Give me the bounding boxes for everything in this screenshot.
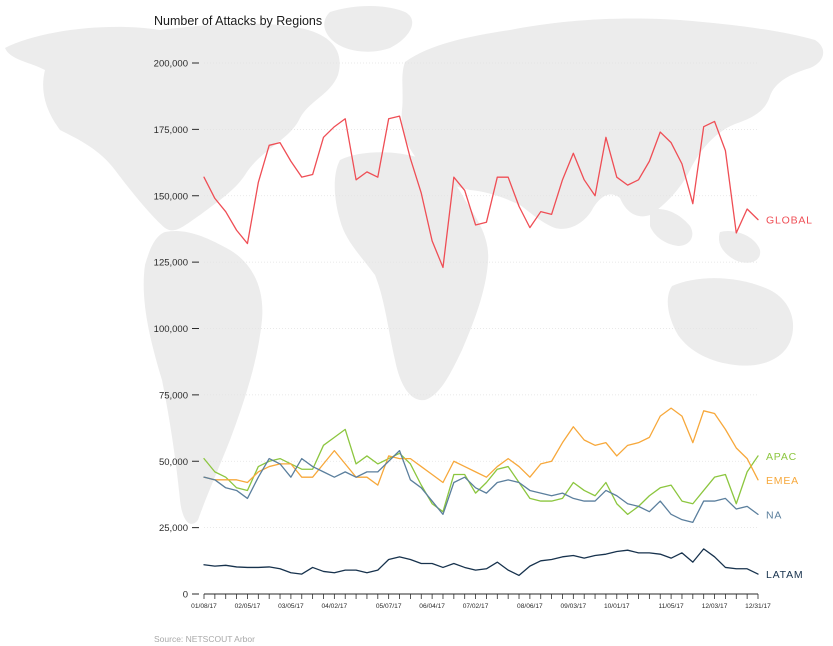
series-line-na bbox=[203, 449, 759, 523]
y-tick-label: 75,000 bbox=[159, 390, 188, 401]
map-landmass bbox=[5, 23, 340, 231]
map-landmass bbox=[324, 6, 413, 52]
map-landmass bbox=[143, 230, 263, 524]
series-label-global: GLOBAL bbox=[766, 215, 813, 227]
y-tick-label: 0 bbox=[183, 590, 188, 601]
series-line-latam bbox=[203, 548, 759, 577]
series-labels: GLOBAL APAC EMEA NA LATAM bbox=[766, 215, 813, 581]
x-tick-label: 09/03/17 bbox=[560, 603, 586, 610]
gridlines bbox=[204, 62, 758, 529]
x-tick-label: 12/03/17 bbox=[702, 603, 728, 610]
map-landmass bbox=[650, 208, 693, 246]
x-tick-label: 12/31/17 bbox=[745, 603, 771, 610]
series-label-latam: LATAM bbox=[766, 569, 803, 581]
series-label-na: NA bbox=[766, 509, 782, 521]
chart-title: Number of Attacks by Regions bbox=[154, 14, 322, 28]
y-tick-label: 150,000 bbox=[154, 191, 188, 202]
world-map-background bbox=[5, 6, 824, 524]
series-line-apac bbox=[203, 428, 759, 515]
x-tick-label: 01/08/17 bbox=[191, 603, 217, 610]
series-line-emea bbox=[203, 407, 759, 486]
series-label-apac: APAC bbox=[766, 451, 797, 463]
map-landmass bbox=[718, 230, 761, 263]
series-lines bbox=[203, 115, 759, 577]
series-line-global bbox=[203, 115, 759, 269]
x-tick-label: 07/02/17 bbox=[463, 603, 489, 610]
y-tick-label: 100,000 bbox=[154, 324, 188, 335]
y-tick-label: 25,000 bbox=[159, 523, 188, 534]
map-landmass bbox=[334, 152, 489, 401]
x-tick-label: 04/02/17 bbox=[322, 603, 348, 610]
map-landmass bbox=[667, 278, 794, 366]
y-axis: 0 25,000 50,000 75,000 100,000 125,000 150,000… bbox=[154, 59, 199, 601]
x-tick-label: 11/05/17 bbox=[659, 603, 685, 610]
y-tick-label: 125,000 bbox=[154, 258, 188, 269]
series-label-emea: EMEA bbox=[766, 475, 799, 487]
y-tick-label: 175,000 bbox=[154, 125, 188, 136]
x-axis: 01/08/17 02/05/17 03/05/17 04/02/17 05/07/17… bbox=[191, 593, 771, 610]
source-note: Source: NETSCOUT Arbor bbox=[154, 634, 255, 644]
x-tick-label: 05/07/17 bbox=[376, 603, 402, 610]
x-tick-label: 10/01/17 bbox=[604, 603, 630, 610]
y-tick-label: 200,000 bbox=[154, 59, 188, 70]
x-tick-label: 03/05/17 bbox=[278, 603, 304, 610]
x-tick-label: 08/06/17 bbox=[517, 603, 543, 610]
x-tick-label: 02/05/17 bbox=[235, 603, 261, 610]
map-landmass bbox=[401, 18, 824, 229]
x-tick-label: 06/04/17 bbox=[419, 603, 445, 610]
y-tick-label: 50,000 bbox=[159, 457, 188, 468]
